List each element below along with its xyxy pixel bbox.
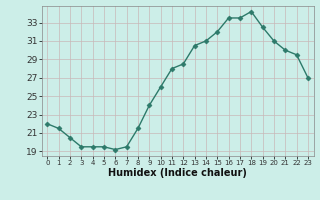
X-axis label: Humidex (Indice chaleur): Humidex (Indice chaleur) <box>108 168 247 178</box>
